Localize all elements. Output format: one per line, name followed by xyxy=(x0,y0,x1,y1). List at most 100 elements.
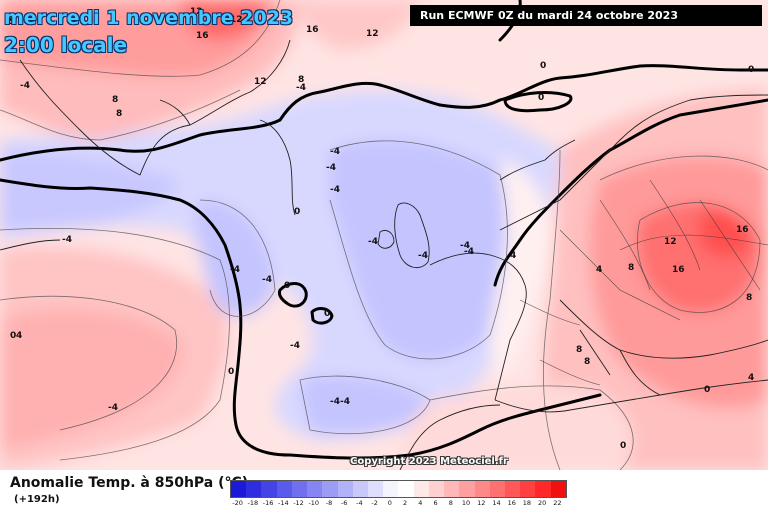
colorbar-swatch xyxy=(474,481,490,497)
colorbar-swatch xyxy=(520,481,536,497)
forecast-time: 2:00 locale xyxy=(4,33,128,57)
colorbar-tick-label: 8 xyxy=(448,499,453,507)
colorbar-tick-label: 2 xyxy=(403,499,408,507)
contour-value-label: 0 xyxy=(620,441,626,451)
contour-value-label: 12 xyxy=(230,15,243,25)
contour-value-label: 0 xyxy=(294,207,300,217)
contour-value-label: 12 xyxy=(664,237,677,247)
colorbar-tick-label: -2 xyxy=(371,499,378,507)
contour-value-label: 12 xyxy=(366,29,379,39)
copyright: Copyright 2023 Meteociel.fr xyxy=(350,456,508,467)
colorbar-swatch xyxy=(291,481,308,497)
contour-value-label: -4 xyxy=(330,397,340,407)
colorbar-tick-label: -12 xyxy=(293,499,304,507)
contour-value-label: 8 xyxy=(112,95,118,105)
colorbar-tick-label: -4 xyxy=(356,499,363,507)
contour-value-label: -4 xyxy=(326,163,336,173)
contour-value-label: 8 xyxy=(116,109,122,119)
colorbar-tick-label: 18 xyxy=(522,499,532,507)
colorbar-tick-label: 10 xyxy=(461,499,471,507)
colorbar-swatch xyxy=(322,481,338,497)
colorbar-tick-label: -20 xyxy=(232,499,243,507)
contour-value-label: 2 xyxy=(6,17,12,27)
colorbar-tick-label: 22 xyxy=(553,499,562,507)
contour-value-label: 0 xyxy=(748,65,754,75)
colorbar-swatch xyxy=(459,481,475,497)
contour-value-label: -4 xyxy=(262,275,272,285)
contour-value-label: -4 xyxy=(464,247,474,257)
contour-value-label: -4 xyxy=(330,147,340,157)
contour-value-label: -4 xyxy=(230,265,240,275)
colorbar-swatch xyxy=(428,481,445,497)
contour-value-label: 0 xyxy=(704,385,710,395)
contour-value-label: -4 xyxy=(20,81,30,91)
contour-value-label: -4 xyxy=(330,185,340,195)
colorbar-swatch xyxy=(261,481,277,497)
colorbar-tick-label: 12 xyxy=(477,499,486,507)
contour-value-label: 0 xyxy=(284,281,290,291)
contour-value-label: 16 xyxy=(736,225,749,235)
thin-contours xyxy=(0,0,768,470)
contour-value-label: 12 xyxy=(190,7,203,17)
contour-value-label: -4 xyxy=(62,235,72,245)
colorbar-ticks: -20 -18 -16 -14 -12 -10 -8 -6 -4 -2 0 2 4 6 8 10 12 14 16 1… xyxy=(230,499,580,509)
contour-value-label: 8 xyxy=(746,293,752,303)
colorbar-tick-label: -6 xyxy=(340,499,348,507)
colorbar-swatch xyxy=(444,481,460,497)
colorbar-swatch xyxy=(337,481,353,497)
contour-value-label: -4 xyxy=(296,83,306,93)
colorbar-swatch xyxy=(383,481,399,497)
colorbar-tick-label: -10 xyxy=(308,499,320,507)
coastlines xyxy=(0,39,768,470)
contour-value-label: 12 xyxy=(254,77,267,87)
borders xyxy=(519,179,768,386)
contour-value-label: 0 xyxy=(324,309,330,319)
colorbar-tick-label: -14 xyxy=(277,499,289,507)
contour-value-label: -4 xyxy=(108,403,118,413)
contour-value-label: 0 xyxy=(10,331,16,341)
contour-value-label: 4 xyxy=(748,373,754,383)
contour-value-label: 0 xyxy=(540,61,546,71)
colorbar-swatch xyxy=(246,481,262,497)
contour-value-label: 16 xyxy=(196,31,209,41)
colorbar-tick-label: 4 xyxy=(418,499,423,507)
colorbar-swatch xyxy=(352,481,368,497)
legend-title: Anomalie Temp. à 850hPa (°C) xyxy=(10,475,249,491)
colorbar-tick-label: 0 xyxy=(387,499,392,507)
contour-value-label: 0 xyxy=(228,367,234,377)
colorbar-tick-label: -18 xyxy=(247,499,259,507)
contour-value-label: 8 xyxy=(298,75,304,85)
colorbar-swatch xyxy=(367,481,384,497)
contour-value-label: -4 xyxy=(460,241,470,251)
weather-map: 12 16 12 16 12 2 -4 8 8 12 8 -4 0 0 0 -4 -4 -4 0 -4 -4 -4 -4 -4… xyxy=(0,0,768,470)
colorbar-tick-label: 14 xyxy=(492,499,501,507)
contour-value-label: -4 xyxy=(368,237,378,247)
colorbar-swatch xyxy=(307,481,323,497)
colorbar-tick-label: -16 xyxy=(262,499,274,507)
thick-contours xyxy=(0,0,768,460)
contour-value-label: 4 xyxy=(16,331,22,341)
contour-value-label: 4 xyxy=(510,251,516,261)
colorbar xyxy=(230,480,567,498)
colorbar-tick-label: 6 xyxy=(433,499,438,507)
contour-value-label: -4 xyxy=(290,341,300,351)
contour-value-label: 4 xyxy=(596,265,602,275)
contour-value-label: -4 xyxy=(418,251,428,261)
contour-value-label: -4 xyxy=(340,397,350,407)
colorbar-tick-label: 20 xyxy=(538,499,547,507)
legend-lead-time: (+192h) xyxy=(14,494,60,505)
colorbar-swatch xyxy=(276,481,292,497)
colorbar-swatch xyxy=(489,481,505,497)
colorbar-swatch xyxy=(413,481,429,497)
contour-value-label: 8 xyxy=(628,263,634,273)
colorbar-tick-label: 16 xyxy=(507,499,516,507)
colorbar-swatch xyxy=(550,481,566,497)
contour-value-label: 16 xyxy=(306,25,319,35)
colorbar-swatch xyxy=(231,481,247,497)
forecast-date: mercredi 1 novembre 2023 xyxy=(4,7,294,29)
contour-value-label: 8 xyxy=(584,357,590,367)
legend-footer: Anomalie Temp. à 850hPa (°C) (+192h) -20… xyxy=(0,470,768,512)
contour-value-label: 8 xyxy=(576,345,582,355)
